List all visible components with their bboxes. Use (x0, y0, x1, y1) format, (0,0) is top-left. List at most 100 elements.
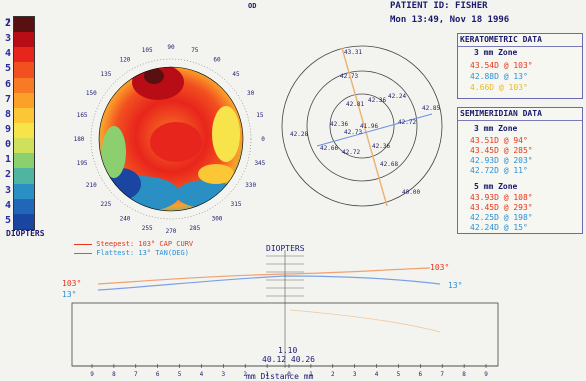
profile-legend-steep: Steepest: 103° CAP CURV (74, 240, 193, 248)
x-tick-label: 4 (200, 371, 204, 378)
axial-topography-map: 120 105 90 75 60 135 45 150 30 165 15 180 0 195 345 210… (74, 44, 266, 235)
polar-angle-label: 345 (254, 160, 265, 167)
ring-value-label: 42.73 (344, 129, 362, 136)
scale-level-label: 4 (4, 199, 12, 211)
scale-level-label: 7 (4, 93, 12, 105)
semi-row3-1: 43.45D @ 285° (470, 146, 533, 155)
scale-level-label: 9 (4, 124, 12, 135)
semi-row3-0: 43.51D @ 94° (470, 136, 528, 145)
scale-swatch (14, 107, 34, 123)
legend-line-blue (74, 252, 92, 254)
scale-level-label: 2 (4, 169, 12, 181)
color-scale (13, 16, 35, 230)
ring-value-label: 42.36 (368, 97, 386, 104)
ring-value-label: 42.73 (340, 73, 358, 80)
profile-right-blue: 13° (448, 281, 463, 290)
ring-value-label: 42.85 (422, 105, 440, 112)
scale-top-label: 7 (5, 18, 11, 28)
polar-angle-label: 0 (261, 136, 265, 143)
scale-level-label: 2 (4, 18, 12, 29)
x-axis-label: mm Distance mm (246, 372, 314, 381)
profile-center-text2: 40.12 40.26 (262, 355, 315, 364)
polar-angle-label: 180 (74, 136, 85, 143)
x-tick-label: 7 (440, 371, 444, 378)
ring-value-label: 40.00 (402, 189, 420, 196)
scale-level-label: 5 (4, 63, 12, 75)
x-tick-label: 2 (243, 371, 247, 378)
ring-value-label: 42.66 (320, 145, 338, 152)
scale-swatch (14, 153, 34, 169)
polar-angle-label: 120 (120, 56, 131, 63)
semimeridian-title: SEMIMERIDIAN DATA (458, 108, 582, 121)
x-tick-label: 4 (375, 371, 379, 378)
x-tick-label: 2 (331, 371, 335, 378)
scale-swatch (14, 138, 34, 154)
diopters-label: DIOPTERS (266, 244, 305, 253)
keratometric-title: KERATOMETRIC DATA (458, 34, 582, 47)
scale-level-label: 0 (4, 139, 12, 151)
semi-zone5-label: 5 mm Zone (474, 182, 518, 191)
x-tick-label: 5 (397, 371, 401, 378)
scale-level-label: 8 (4, 108, 12, 120)
ring-value-label: 42.36 (330, 121, 348, 128)
legend-line-red (74, 243, 92, 245)
ring-value-label: 42.68 (380, 161, 398, 168)
polar-angle-label: 255 (142, 225, 153, 232)
semi-zone3-label: 3 mm Zone (474, 124, 518, 133)
scale-swatch (14, 32, 34, 48)
patient-id: PATIENT ID: FISHER (390, 1, 488, 11)
profile-chart: 9 8 7 6 5 4 3 2 1 0 1 2 3 4 5 6 7 8 9 (71, 250, 499, 378)
ring-value-label: 42.28 (290, 131, 308, 138)
x-tick-label: 3 (222, 371, 226, 378)
semi-row5-2: 42.25D @ 198° (470, 213, 533, 222)
polar-angle-label: 75 (191, 47, 199, 54)
x-tick-label: 9 (484, 371, 488, 378)
x-tick-label: 6 (419, 371, 423, 378)
keratometry-ring-plot: 43.31 42.73 42.81 42.73 42.24 42.72 42.36 42.36… (281, 45, 443, 207)
polar-angle-label: 90 (167, 44, 175, 51)
semi-row3-2: 42.93D @ 203° (470, 156, 533, 165)
scale-level-label: 6 (4, 78, 12, 90)
top-marker: OD (248, 2, 257, 10)
polar-angle-label: 315 (231, 201, 242, 208)
kerato-row-0: 43.54D @ 103° (470, 61, 533, 70)
polar-angle-label: 240 (120, 216, 131, 223)
polar-angle-label: 165 (77, 112, 88, 119)
x-tick-label: 8 (112, 371, 116, 378)
kerato-zone-label: 3 mm Zone (474, 48, 518, 57)
x-tick-label: 6 (156, 371, 160, 378)
scale-swatch (14, 47, 34, 63)
polar-angle-label: 60 (213, 56, 221, 63)
ring-value-label: 42.81 (346, 101, 364, 108)
scale-level-label: 3 (4, 184, 12, 196)
scale-unit-label: DIOPTERS (6, 229, 45, 238)
kerato-row-2: 4.66D @ 103° (470, 83, 528, 92)
semi-row5-1: 43.45D @ 293° (470, 203, 533, 212)
scale-swatch (14, 122, 34, 139)
x-tick-label: 0 (287, 371, 291, 378)
scale-swatch (14, 92, 34, 108)
kerato-row-1: 42.88D @ 13° (470, 72, 528, 81)
polar-angle-label: 270 (166, 228, 177, 235)
polar-angle-label: 330 (245, 182, 256, 189)
scale-level-label: 3 (4, 33, 12, 45)
x-tick-label: 8 (462, 371, 466, 378)
polar-angle-label: 150 (86, 90, 97, 97)
ring-value-label: 42.72 (342, 149, 360, 156)
polar-angle-label: 45 (232, 71, 240, 78)
x-tick-label: 5 (178, 371, 182, 378)
polar-angle-label: 195 (77, 160, 88, 167)
scale-swatch (14, 77, 34, 93)
ring-value-label: 42.36 (372, 143, 390, 150)
x-tick-label: 7 (134, 371, 138, 378)
polar-angle-label: 300 (212, 216, 223, 223)
polar-angle-label: 210 (86, 182, 97, 189)
x-tick-label: 1 (309, 371, 313, 378)
ring-value-label: 43.31 (344, 49, 362, 56)
polar-angle-label: 285 (189, 225, 200, 232)
scale-level-label: 4 (4, 48, 12, 60)
polar-angle-label: 30 (247, 90, 255, 97)
scale-level-label: 5 (4, 214, 12, 226)
legend-red-text: Steepest: 103° CAP CURV (96, 240, 194, 248)
